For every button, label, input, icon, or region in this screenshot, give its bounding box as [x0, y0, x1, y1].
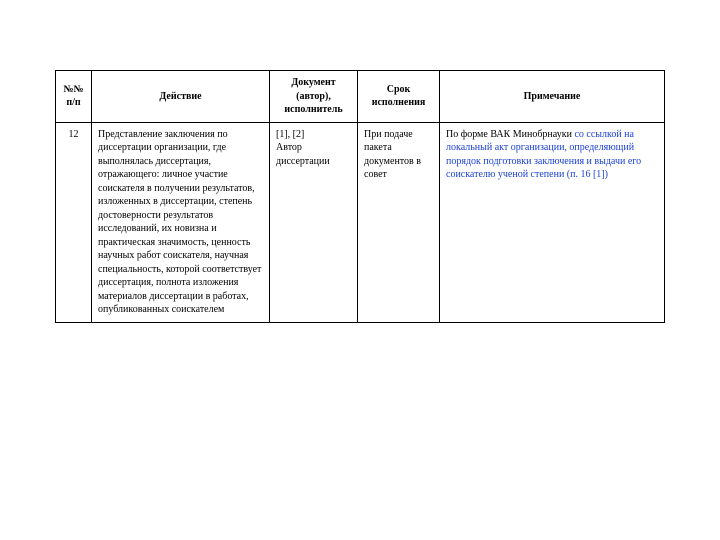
table-body: 12 Представление заключения по диссертац…	[56, 122, 665, 322]
note-link-2: (п. 16 [1])	[567, 169, 608, 180]
header-note: Примечание	[440, 71, 665, 123]
cell-num: 12	[56, 122, 92, 322]
note-text: По форме ВАК Минобрнауки	[446, 129, 574, 140]
header-action: Действие	[92, 71, 270, 123]
header-doc: Документ (автор), исполнитель	[270, 71, 358, 123]
cell-action: Представление заключения по диссертации …	[92, 122, 270, 322]
cell-term: При подаче пакета документов в совет	[358, 122, 440, 322]
header-num: №№ п/п	[56, 71, 92, 123]
cell-doc: [1], [2] Автор диссертации	[270, 122, 358, 322]
doc-line1: [1], [2]	[276, 129, 304, 140]
table-header: №№ п/п Действие Документ (автор), исполн…	[56, 71, 665, 123]
cell-note: По форме ВАК Минобрнауки со ссылкой на л…	[440, 122, 665, 322]
header-term: Срок исполнения	[358, 71, 440, 123]
doc-line2: Автор диссертации	[276, 142, 330, 167]
document-table: №№ п/п Действие Документ (автор), исполн…	[55, 70, 665, 323]
table-row: 12 Представление заключения по диссертац…	[56, 122, 665, 322]
